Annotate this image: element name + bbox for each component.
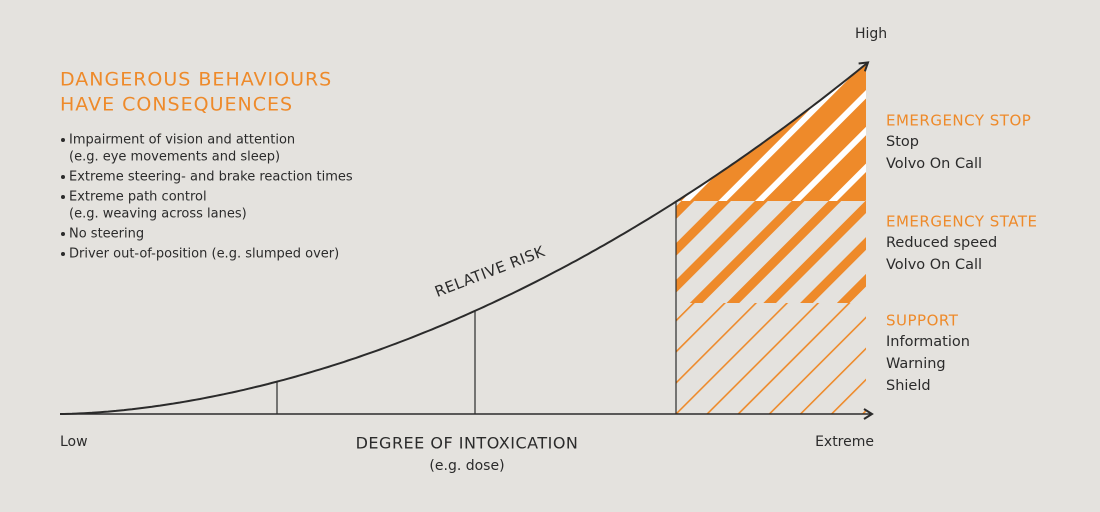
zone-support — [676, 303, 866, 414]
bullet-text: (e.g. eye movements and sleep) — [69, 150, 280, 165]
bullet-text: (e.g. weaving across lanes) — [69, 207, 247, 222]
bullet-text: Driver out-of-position (e.g. slumped ove… — [69, 247, 339, 262]
bullet-dot — [61, 232, 65, 236]
bullet-text: No steering — [69, 227, 144, 242]
bullet-dot — [61, 252, 65, 256]
heading: DANGEROUS BEHAVIOURS — [60, 69, 332, 91]
zone-text: EMERGENCY STOP Stop Volvo On Call EMERGENCY… — [886, 112, 1038, 395]
zone-stop — [676, 64, 866, 201]
risk-zones — [676, 64, 866, 414]
zone-item: Reduced speed — [886, 235, 997, 251]
x-start: Low — [60, 434, 88, 450]
heading: HAVE CONSEQUENCES — [60, 94, 293, 116]
curve-label: RELATIVE RISK — [432, 242, 548, 301]
x-title: DEGREE OF INTOXICATION — [356, 434, 579, 453]
zone-item: Stop — [886, 134, 919, 150]
zone-title: SUPPORT — [886, 312, 959, 330]
bullet-text: Extreme steering- and brake reaction tim… — [69, 170, 353, 185]
bullet-text: Extreme path control — [69, 190, 207, 205]
zone-item: Warning — [886, 356, 946, 372]
bullet-text: Impairment of vision and attention — [69, 133, 295, 148]
zone-title: EMERGENCY STOP — [886, 112, 1031, 130]
zone-item: Shield — [886, 378, 931, 394]
bullet-dot — [61, 175, 65, 179]
y-label: High — [855, 26, 887, 42]
zone-state — [676, 201, 866, 303]
markers — [276, 201, 677, 414]
zone-item: Volvo On Call — [886, 257, 982, 273]
zone-title: EMERGENCY STATE — [886, 213, 1038, 231]
zone-item: Volvo On Call — [886, 156, 982, 172]
x-end: Extreme — [815, 434, 874, 450]
bullet-dot — [61, 138, 65, 142]
risk-curve — [60, 61, 870, 415]
zone-item: Information — [886, 334, 970, 350]
x-subtitle: (e.g. dose) — [429, 458, 504, 474]
bullet-dot — [61, 195, 65, 199]
left-text: DANGEROUS BEHAVIOURS HAVE CONSEQUENCES Imp… — [60, 69, 353, 262]
